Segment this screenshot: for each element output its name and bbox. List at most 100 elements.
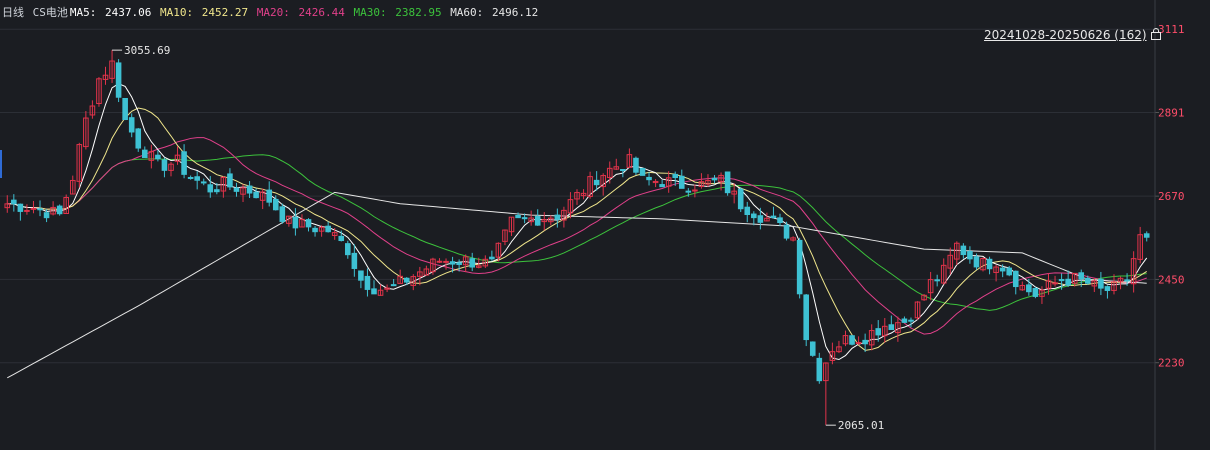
candle-body: [940, 264, 947, 284]
candle-body: [652, 180, 659, 184]
candle-body: [4, 203, 11, 209]
candle-body: [358, 270, 364, 281]
candle-body: [718, 174, 724, 183]
candle-body: [325, 225, 331, 233]
candles: [4, 50, 1150, 426]
candle-body: [56, 205, 63, 215]
candle-body: [724, 171, 731, 194]
moving-average-lines: [7, 83, 1148, 379]
candle-body: [436, 260, 443, 263]
candle-body: [561, 209, 567, 221]
candle-body: [443, 260, 449, 263]
candle-body: [751, 213, 757, 219]
candle-body: [83, 117, 89, 148]
date-range-label[interactable]: 20241028-20250626 (162): [984, 28, 1161, 42]
lock-icon[interactable]: [1150, 28, 1161, 40]
candle-body: [993, 266, 999, 273]
candle-body: [1084, 277, 1091, 284]
candle-body: [456, 262, 462, 265]
candle-body: [253, 191, 259, 199]
candle-body: [259, 191, 266, 201]
candle-body: [489, 256, 495, 260]
candle-body: [960, 245, 967, 256]
candle-body: [495, 242, 502, 258]
ma30-value: 2382.95: [395, 6, 442, 19]
candle-body: [521, 217, 528, 220]
candle-body: [305, 219, 312, 228]
period-label[interactable]: 日线: [2, 6, 24, 19]
candle-body: [200, 181, 207, 184]
candle-body: [973, 256, 980, 268]
candle-body: [665, 177, 672, 187]
candle-body: [803, 294, 809, 341]
candle-body: [384, 287, 390, 290]
candle-body: [371, 288, 377, 295]
candle-body: [685, 190, 692, 193]
candle-body: [279, 206, 286, 222]
ma60-label: MA60:: [450, 6, 484, 19]
candle-body: [312, 227, 318, 233]
candle-body: [142, 149, 148, 159]
candle-body: [515, 214, 521, 219]
candle-body: [999, 267, 1006, 272]
candle-body: [220, 176, 227, 192]
date-range-text: 20241028-20250626 (162): [984, 28, 1147, 42]
candle-body: [449, 261, 456, 265]
y-axis: 3111 2891 2670 2450 2230: [1154, 0, 1185, 450]
candle-body: [1091, 280, 1098, 287]
candle-body: [17, 203, 24, 212]
candle-body: [921, 294, 927, 301]
candle-body: [240, 187, 246, 195]
y-tick-label: 2670: [1158, 190, 1185, 203]
candle-body: [731, 190, 737, 195]
candle-body: [161, 159, 168, 171]
candle-body: [678, 175, 685, 189]
candle-body: [266, 189, 273, 203]
candle-body: [168, 163, 174, 171]
candle-body: [1098, 278, 1104, 289]
candle-body: [1032, 288, 1039, 297]
candle-body: [620, 169, 626, 172]
ma5-line: [7, 83, 1148, 361]
ma20-value: 2426.44: [298, 6, 345, 19]
candle-body: [927, 279, 934, 294]
candle-body: [292, 216, 299, 229]
candle-body: [43, 212, 50, 219]
ma60-line: [7, 191, 1147, 379]
candle-body: [954, 242, 960, 260]
ma60-value: 2496.12: [491, 6, 539, 19]
candle-body: [1006, 267, 1012, 276]
candle-body: [567, 199, 574, 214]
candle-body: [587, 176, 593, 197]
candle-body: [672, 173, 679, 179]
candle-body: [1012, 270, 1019, 288]
candle-body: [692, 189, 698, 192]
candle-body: [155, 154, 161, 160]
candle-body: [914, 301, 921, 319]
ma30-line: [7, 154, 1147, 311]
candle-body: [600, 175, 606, 188]
selection-marker: [0, 150, 2, 178]
high-annotation: 3055.69: [124, 44, 170, 57]
candle-body: [895, 322, 901, 334]
candle-body: [37, 208, 43, 211]
candle-body: [737, 188, 744, 210]
candle-body: [1039, 289, 1045, 297]
candle-body: [214, 189, 220, 193]
ma20-line: [7, 137, 1147, 335]
candle-body: [829, 351, 836, 361]
candle-body: [1078, 272, 1085, 280]
candle-body: [934, 279, 940, 282]
candle-body: [796, 239, 803, 295]
candle-body: [842, 335, 849, 345]
ma5-label: MA5:: [69, 6, 97, 19]
candle-body: [757, 215, 764, 223]
candle-body: [148, 151, 155, 161]
candle-body: [986, 258, 993, 270]
candle-body: [128, 117, 135, 133]
candle-body: [967, 251, 973, 260]
candle-body: [377, 289, 384, 296]
candle-body: [633, 157, 639, 173]
ma10-line: [7, 107, 1147, 351]
